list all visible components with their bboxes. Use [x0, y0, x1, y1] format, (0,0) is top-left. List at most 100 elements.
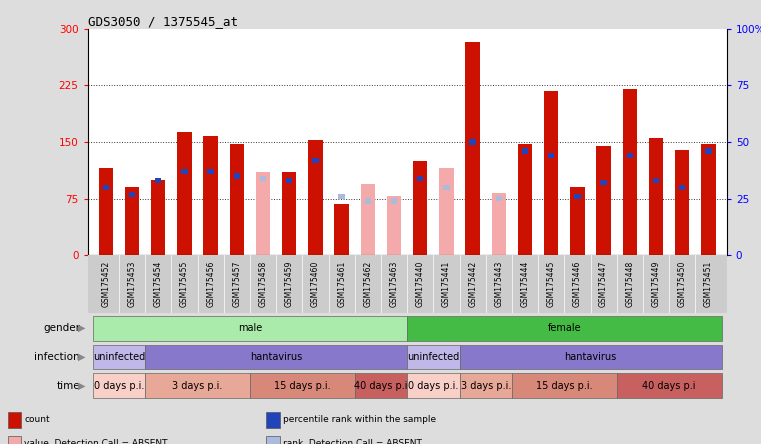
Bar	[622, 89, 637, 255]
Bar	[495, 196, 502, 201]
Bar	[470, 139, 476, 145]
Text: GSM175454: GSM175454	[154, 261, 163, 307]
Bar	[93, 373, 145, 398]
Text: 15 days p.i.: 15 days p.i.	[536, 381, 593, 391]
Text: GSM175453: GSM175453	[128, 261, 136, 307]
Text: GSM175449: GSM175449	[651, 261, 661, 307]
Text: infection: infection	[34, 352, 80, 362]
Bar	[151, 180, 165, 255]
Bar	[155, 178, 161, 183]
Text: GSM175445: GSM175445	[546, 261, 556, 307]
Bar	[705, 148, 712, 154]
Bar	[575, 194, 581, 199]
Bar	[355, 373, 407, 398]
Bar	[8, 436, 21, 444]
Bar	[548, 153, 555, 159]
Bar	[230, 143, 244, 255]
Bar	[93, 345, 145, 369]
Bar	[675, 150, 689, 255]
Text: GSM175461: GSM175461	[337, 261, 346, 307]
Bar	[125, 187, 139, 255]
Bar	[181, 169, 188, 174]
Bar	[701, 143, 715, 255]
Bar	[256, 172, 270, 255]
Bar	[460, 373, 512, 398]
Bar	[597, 146, 611, 255]
Bar	[522, 148, 528, 154]
Bar	[208, 169, 214, 174]
Text: GSM175459: GSM175459	[285, 261, 294, 307]
Bar	[339, 194, 345, 199]
Text: GSM175441: GSM175441	[442, 261, 451, 307]
Text: GDS3050 / 1375545_at: GDS3050 / 1375545_at	[88, 15, 237, 28]
Bar	[649, 139, 664, 255]
Bar	[266, 436, 280, 444]
Text: GSM175440: GSM175440	[416, 261, 425, 307]
Bar	[99, 168, 113, 255]
Text: GSM175452: GSM175452	[101, 261, 110, 307]
Bar	[93, 316, 407, 341]
Text: 40 days p.i: 40 days p.i	[642, 381, 696, 391]
Text: 15 days p.i.: 15 days p.i.	[274, 381, 330, 391]
Bar	[129, 191, 135, 197]
Text: time: time	[56, 381, 80, 391]
Bar	[8, 412, 21, 428]
Text: GSM175456: GSM175456	[206, 261, 215, 307]
Bar	[517, 143, 532, 255]
Bar	[407, 373, 460, 398]
Bar	[512, 373, 616, 398]
Text: GSM175457: GSM175457	[232, 261, 241, 307]
Text: GSM175447: GSM175447	[599, 261, 608, 307]
Bar	[466, 42, 480, 255]
Text: GSM175451: GSM175451	[704, 261, 713, 307]
Bar	[365, 198, 371, 204]
Bar	[653, 178, 659, 183]
Text: 0 days p.i.: 0 days p.i.	[408, 381, 459, 391]
Bar	[492, 194, 506, 255]
Text: 3 days p.i.: 3 days p.i.	[460, 381, 511, 391]
Text: 3 days p.i.: 3 days p.i.	[172, 381, 223, 391]
Text: GSM175462: GSM175462	[363, 261, 372, 307]
Text: GSM175455: GSM175455	[180, 261, 189, 307]
Text: GSM175444: GSM175444	[521, 261, 530, 307]
Bar	[312, 158, 319, 163]
Text: ▶: ▶	[78, 323, 85, 333]
Text: percentile rank within the sample: percentile rank within the sample	[283, 415, 436, 424]
Text: GSM175442: GSM175442	[468, 261, 477, 307]
Text: uninfected: uninfected	[93, 352, 145, 362]
Bar	[391, 198, 397, 204]
Text: hantavirus: hantavirus	[565, 352, 616, 362]
Bar	[417, 176, 423, 181]
Bar	[266, 412, 280, 428]
Bar	[260, 176, 266, 181]
Bar	[679, 185, 686, 190]
Bar	[234, 174, 240, 178]
Text: GSM175443: GSM175443	[495, 261, 503, 307]
Text: ▶: ▶	[78, 381, 85, 391]
Bar	[387, 196, 401, 255]
Text: male: male	[238, 323, 262, 333]
Text: 40 days p.i: 40 days p.i	[354, 381, 408, 391]
Text: 0 days p.i.: 0 days p.i.	[94, 381, 144, 391]
Text: GSM175448: GSM175448	[626, 261, 635, 307]
Bar	[439, 168, 454, 255]
Bar	[282, 172, 297, 255]
Bar	[177, 132, 192, 255]
Text: GSM175450: GSM175450	[678, 261, 686, 307]
Bar	[145, 345, 407, 369]
Bar	[203, 136, 218, 255]
Text: count: count	[24, 415, 50, 424]
Text: ▶: ▶	[78, 352, 85, 362]
Bar	[544, 91, 559, 255]
Bar	[103, 185, 109, 190]
Text: GSM175446: GSM175446	[573, 261, 582, 307]
Text: value, Detection Call = ABSENT: value, Detection Call = ABSENT	[24, 439, 168, 444]
Bar	[145, 373, 250, 398]
Bar	[250, 373, 355, 398]
Bar	[443, 185, 450, 190]
Bar	[570, 187, 584, 255]
Bar	[334, 204, 349, 255]
Bar	[361, 184, 375, 255]
Bar	[308, 140, 323, 255]
Text: rank, Detection Call = ABSENT: rank, Detection Call = ABSENT	[283, 439, 422, 444]
